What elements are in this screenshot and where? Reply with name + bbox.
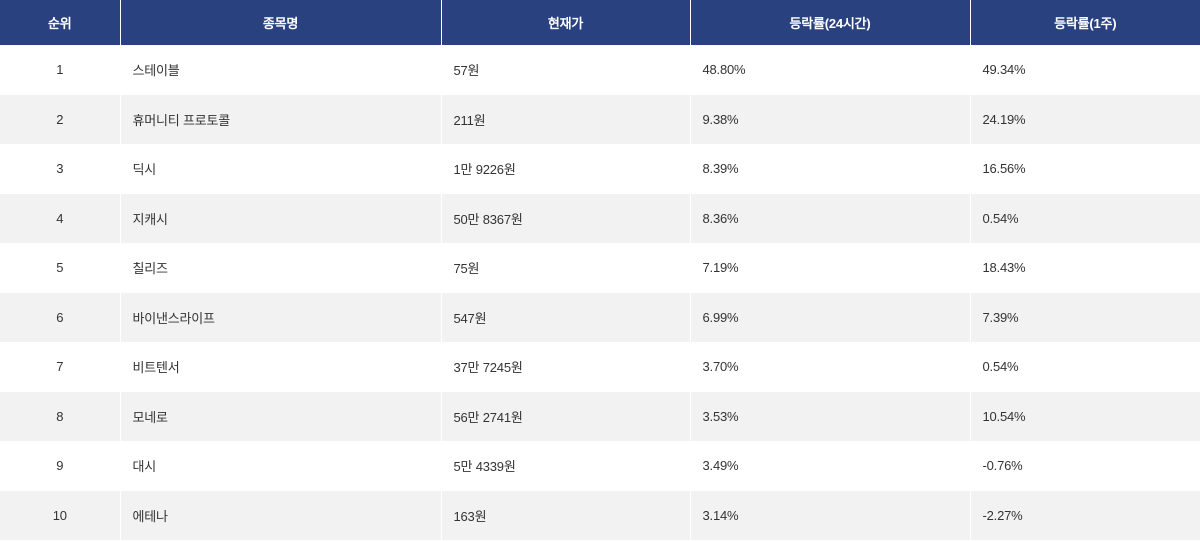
cell-rank: 1 [0, 45, 121, 95]
table-header: 순위 종목명 현재가 등락률(24시간) 등락률(1주) [0, 0, 1200, 45]
table-row[interactable]: 7 비트텐서 37만 7245원 3.70% 0.54% [0, 342, 1200, 392]
cell-change-24h: 3.14% [690, 490, 971, 541]
cell-change-24h: 48.80% [690, 45, 971, 95]
cell-rank: 9 [0, 441, 121, 491]
cell-rank: 2 [0, 94, 121, 145]
table-row[interactable]: 1 스테이블 57원 48.80% 49.34% [0, 45, 1200, 95]
cell-price: 37만 7245원 [441, 342, 691, 392]
cell-change-24h: 3.49% [690, 441, 971, 491]
table-row[interactable]: 2 휴머니티 프로토콜 211원 9.38% 24.19% [0, 94, 1200, 145]
cell-rank: 3 [0, 144, 121, 194]
cell-change-24h: 7.19% [690, 243, 971, 293]
table-row[interactable]: 6 바이낸스라이프 547원 6.99% 7.39% [0, 292, 1200, 343]
table-row[interactable]: 10 에테나 163원 3.14% -2.27% [0, 490, 1200, 541]
cell-price: 5만 4339원 [441, 441, 691, 491]
cell-price: 50만 8367원 [441, 193, 691, 244]
cell-name: 칠리즈 [120, 243, 442, 293]
cell-change-1w: 10.54% [970, 391, 1200, 442]
cell-change-24h: 6.99% [690, 292, 971, 343]
cell-name: 딕시 [120, 144, 442, 194]
cell-price: 57원 [441, 45, 691, 95]
table-body: 1 스테이블 57원 48.80% 49.34% 2 휴머니티 프로토콜 211원 9.38% 2… [0, 45, 1200, 541]
table-row[interactable]: 4 지캐시 50만 8367원 8.36% 0.54% [0, 193, 1200, 244]
cell-change-24h: 3.70% [690, 342, 971, 392]
cell-rank: 5 [0, 243, 121, 293]
cell-price: 211원 [441, 94, 691, 145]
cell-price: 163원 [441, 490, 691, 541]
table-row[interactable]: 8 모네로 56만 2741원 3.53% 10.54% [0, 391, 1200, 442]
column-header-change-24h[interactable]: 등락률(24시간) [690, 0, 971, 45]
cell-change-1w: 49.34% [970, 45, 1200, 95]
table-row[interactable]: 9 대시 5만 4339원 3.49% -0.76% [0, 441, 1200, 491]
table-row[interactable]: 3 딕시 1만 9226원 8.39% 16.56% [0, 144, 1200, 194]
cell-price: 75원 [441, 243, 691, 293]
cell-name: 에테나 [120, 490, 442, 541]
cell-name: 지캐시 [120, 193, 442, 244]
cell-name: 대시 [120, 441, 442, 491]
cell-rank: 6 [0, 292, 121, 343]
cell-price: 1만 9226원 [441, 144, 691, 194]
cell-change-1w: 7.39% [970, 292, 1200, 343]
cell-change-1w: 0.54% [970, 193, 1200, 244]
cell-change-24h: 3.53% [690, 391, 971, 442]
cell-change-1w: 16.56% [970, 144, 1200, 194]
cell-change-24h: 9.38% [690, 94, 971, 145]
cell-change-24h: 8.39% [690, 144, 971, 194]
column-header-rank[interactable]: 순위 [0, 0, 121, 45]
cell-change-1w: 24.19% [970, 94, 1200, 145]
column-header-change-1w[interactable]: 등락률(1주) [1054, 16, 1117, 31]
cell-rank: 8 [0, 391, 121, 442]
cell-name: 바이낸스라이프 [120, 292, 442, 343]
table-header-row: 순위 종목명 현재가 등락률(24시간) 등락률(1주) [0, 0, 1200, 45]
column-header-price[interactable]: 현재가 [441, 0, 691, 45]
cell-price: 547원 [441, 292, 691, 343]
cell-name: 휴머니티 프로토콜 [120, 94, 442, 145]
cell-rank: 10 [0, 490, 121, 541]
cell-change-1w: -2.27% [970, 490, 1200, 541]
cell-rank: 7 [0, 342, 121, 392]
cell-rank: 4 [0, 193, 121, 244]
cell-change-24h: 8.36% [690, 193, 971, 244]
column-header-name[interactable]: 종목명 [120, 0, 442, 45]
cell-price: 56만 2741원 [441, 391, 691, 442]
cell-change-1w: -0.76% [970, 441, 1200, 491]
cell-change-1w: 0.54% [970, 342, 1200, 392]
cell-name: 비트텐서 [120, 342, 442, 392]
cell-change-1w: 18.43% [970, 243, 1200, 293]
cell-name: 모네로 [120, 391, 442, 442]
table-row[interactable]: 5 칠리즈 75원 7.19% 18.43% [0, 243, 1200, 293]
cell-name: 스테이블 [120, 45, 442, 95]
